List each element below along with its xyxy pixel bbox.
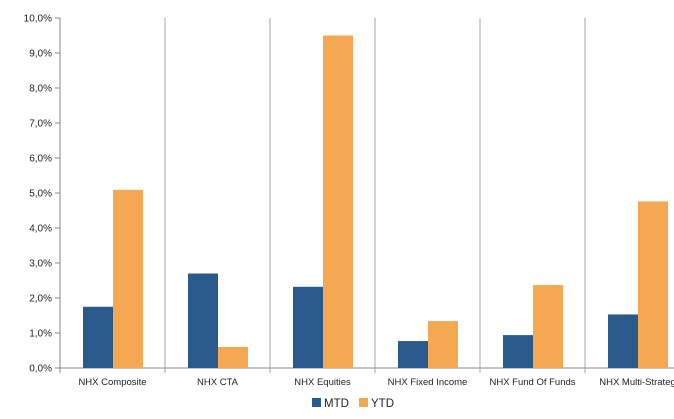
bar-mtd <box>83 306 113 368</box>
bar-ytd <box>218 347 248 368</box>
bar-mtd <box>503 335 533 368</box>
x-tick-label: NHX Multi-Strateg <box>599 377 674 388</box>
y-tick-label: 4,0% <box>29 224 52 235</box>
y-tick-label: 10,0% <box>24 14 52 25</box>
grid-lines <box>164 18 586 373</box>
axes <box>55 17 674 373</box>
y-tick-label: 7,0% <box>29 119 52 130</box>
legend: MTD YTD <box>312 398 394 410</box>
legend-label-mtd: MTD <box>324 398 349 410</box>
y-tick-label: 5,0% <box>29 189 52 200</box>
bar-mtd <box>398 341 428 368</box>
x-tick-labels: NHX Composite NHX CTA NHX Equities NHX Fixe… <box>78 377 674 388</box>
y-tick-label: 0,0% <box>29 364 52 375</box>
legend-label-ytd: YTD <box>371 398 394 410</box>
y-tick-label: 6,0% <box>29 154 52 165</box>
bar-mtd <box>608 314 638 368</box>
y-tick-label: 2,0% <box>29 294 52 305</box>
y-tick-label: 8,0% <box>29 84 52 95</box>
bars <box>83 35 668 368</box>
bar-ytd <box>113 189 143 368</box>
x-tick-label: NHX Fixed Income <box>388 377 468 388</box>
y-tick-labels: 0,0% 1,0% 2,0% 3,0% 4,0% 5,0% 6,0% 7,0% 8,0% 9,0%… <box>24 14 52 375</box>
x-tick-label: NHX Fund Of Funds <box>489 377 575 388</box>
x-tick-label: NHX CTA <box>197 377 239 388</box>
bar-ytd <box>428 321 458 368</box>
x-tick-label: NHX Equities <box>294 377 351 388</box>
bar-mtd <box>188 273 218 368</box>
legend-swatch-ytd <box>359 398 368 407</box>
bar-ytd <box>533 285 563 368</box>
legend-swatch-mtd <box>312 398 321 407</box>
y-tick-label: 1,0% <box>29 329 52 340</box>
x-tick-label: NHX Composite <box>78 377 146 388</box>
y-tick-label: 9,0% <box>29 49 52 60</box>
bar-ytd <box>638 201 668 368</box>
bar-mtd <box>293 286 323 368</box>
y-tick-label: 3,0% <box>29 259 52 270</box>
bar-ytd <box>323 35 353 368</box>
